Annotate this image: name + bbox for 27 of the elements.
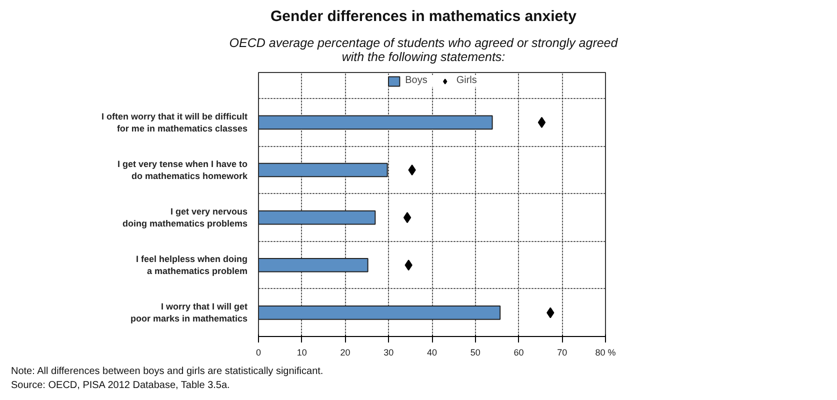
x-tick-label: 30 [384,347,394,358]
bar [258,258,368,272]
legend-label: Girls [456,75,477,86]
x-tick-label: 60 [514,347,524,358]
legend-label: Boys [405,75,428,86]
x-tick-label: 50 [470,347,480,358]
x-tick-label: 0 [256,347,262,358]
chart-subtitle: OECD average percentage of students who agreed or strongly agreed with the following statements: [229,36,618,65]
x-tick-label: 70 [557,347,568,358]
y-tick-label: I worry that I will get poor marks in mathematics [130,302,248,324]
y-tick-label: I get very nervous doing mathematics problems [122,206,248,229]
x-tick-label: 80 % [595,347,616,358]
y-tick-label: I feel helpless when doing a mathematics problem [136,254,248,276]
x-tick-label: 40 [426,347,438,358]
source-note: Source: OECD, PISA 2012 Database, Table 3.5a. [11,380,230,392]
x-tick-label: 20 [340,347,350,358]
bar [258,115,493,130]
bar [258,305,501,320]
point [403,212,412,224]
x-tick-label: 10 [296,347,307,358]
point [538,116,546,128]
y-tick-label: I get very tense when I have to do mathematics homework [117,158,248,181]
text: Note: All differences between boys and girls are statistically significant. [11,366,324,377]
chart-title: Gender differences in mathematics anxiety [270,7,576,27]
bar [258,162,388,178]
bar [258,210,376,225]
y-tick-label: I often worry that it will be difficult for me in mathematics classes [102,111,248,134]
